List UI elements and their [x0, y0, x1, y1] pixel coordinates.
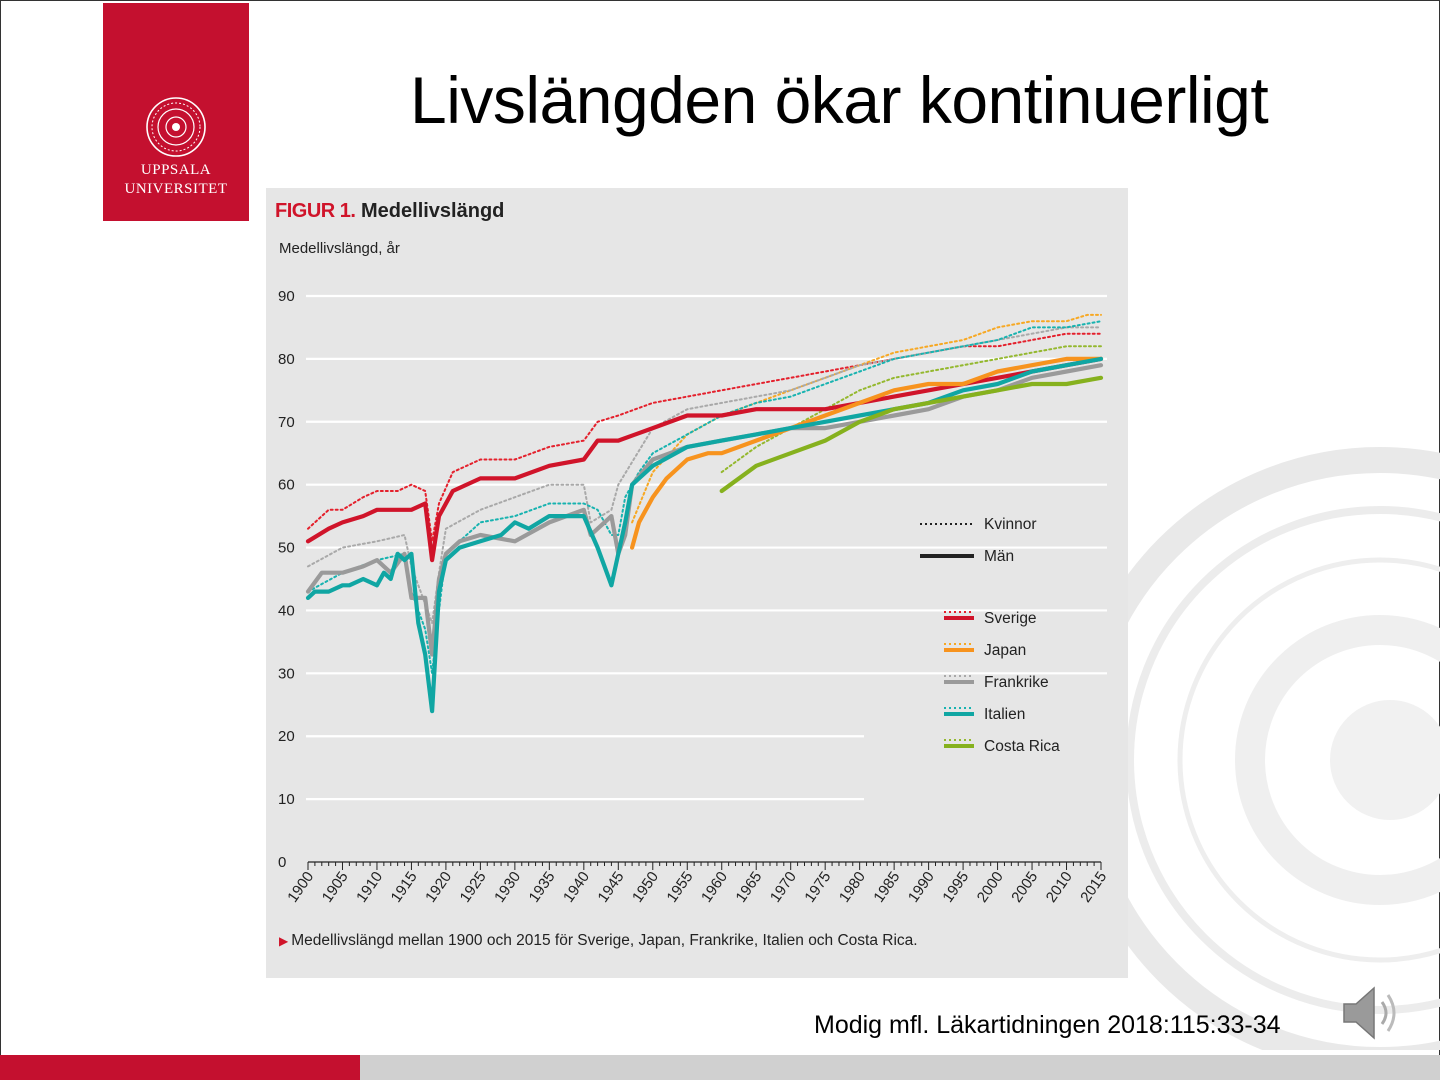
x-tick-label: 2015 — [1077, 869, 1110, 906]
y-tick-label: 90 — [278, 288, 295, 305]
university-logo: UPPSALA UNIVERSITET — [103, 3, 249, 221]
x-tick-label: 2010 — [1043, 869, 1076, 906]
y-tick-label: 60 — [278, 477, 295, 494]
figure-caption: ▶ Medellivslängd mellan 1900 och 2015 för… — [279, 932, 918, 950]
x-tick-label: 1940 — [560, 869, 593, 906]
y-tick-label: 20 — [278, 728, 295, 745]
x-tick-label: 1975 — [801, 869, 834, 906]
x-tick-label: 1965 — [732, 869, 765, 906]
series-line-italien-man — [305, 356, 1104, 714]
citation: Modig mfl. Läkartidningen 2018:115:33-34 — [814, 1011, 1281, 1039]
footer-bar-brand — [0, 1055, 360, 1080]
x-tick-label: 1995 — [939, 869, 972, 906]
legend-label: Män — [984, 548, 1014, 565]
figure-caption-text: Medellivslängd mellan 1900 och 2015 för … — [291, 932, 918, 949]
series-line-japan-man — [630, 356, 1104, 550]
x-tick-label: 1955 — [663, 869, 696, 906]
speaker-icon[interactable] — [1340, 982, 1406, 1044]
x-tick-label: 1935 — [526, 869, 559, 906]
figure-label: FIGUR 1. — [275, 200, 356, 222]
figure-title: Medellivslängd — [361, 200, 505, 222]
series-line-costa-rica-man — [719, 375, 1104, 494]
series-line-frankrike-kvinnor — [307, 326, 1102, 624]
logo-text-line2: UNIVERSITET — [124, 181, 228, 197]
x-tick-label: 1920 — [422, 869, 455, 906]
y-tick-label: 70 — [278, 414, 295, 431]
x-tick-label: 1960 — [698, 869, 731, 906]
y-tick-label: 30 — [278, 665, 295, 682]
x-tick-label: 1985 — [870, 869, 903, 906]
footer-bar — [360, 1055, 1440, 1080]
legend-label: Japan — [984, 642, 1026, 659]
x-tick-label: 1970 — [767, 869, 800, 906]
x-tick-label: 2005 — [1008, 869, 1041, 906]
x-tick-label: 1925 — [457, 869, 490, 906]
legend-label: Sverige — [984, 610, 1037, 627]
y-tick-label: 80 — [278, 351, 295, 368]
y-axis-label: Medellivslängd, år — [279, 240, 400, 257]
y-tick-label: 0 — [278, 854, 286, 871]
x-tick-label: 1950 — [629, 869, 662, 906]
legend-label: Frankrike — [984, 674, 1049, 691]
y-tick-label: 50 — [278, 540, 295, 557]
university-seal — [146, 97, 206, 157]
slide-title: Livslängden ökar kontinuerligt — [410, 63, 1269, 137]
x-tick-label: 1990 — [905, 869, 938, 906]
x-tick-label: 1910 — [353, 869, 386, 906]
legend-label: Kvinnor — [984, 516, 1037, 533]
x-tick-label: 1905 — [319, 869, 352, 906]
x-tick-label: 1980 — [836, 869, 869, 906]
series-line-italien-kvinnor — [307, 320, 1102, 675]
x-tick-label: 1900 — [284, 869, 317, 906]
legend-label: Italien — [984, 706, 1025, 723]
caption-marker-icon: ▶ — [279, 934, 289, 948]
x-tick-label: 2000 — [974, 869, 1007, 906]
x-tick-label: 1915 — [388, 869, 421, 906]
series-line-sverige-man — [305, 356, 1104, 563]
figure-panel: 0 10 20 30 40 50 60 70 80 90 1900 1905 1910 1915 1920 1… — [266, 188, 1128, 978]
logo-text-line1: UPPSALA — [140, 162, 212, 178]
x-tick-label: 1930 — [491, 869, 524, 906]
figure-header: FIGUR 1. Medellivslängd — [275, 200, 504, 223]
legend-label: Costa Rica — [984, 738, 1060, 755]
y-tick-label: 40 — [278, 602, 295, 619]
y-tick-label: 10 — [278, 791, 295, 808]
x-tick-label: 1945 — [595, 869, 628, 906]
